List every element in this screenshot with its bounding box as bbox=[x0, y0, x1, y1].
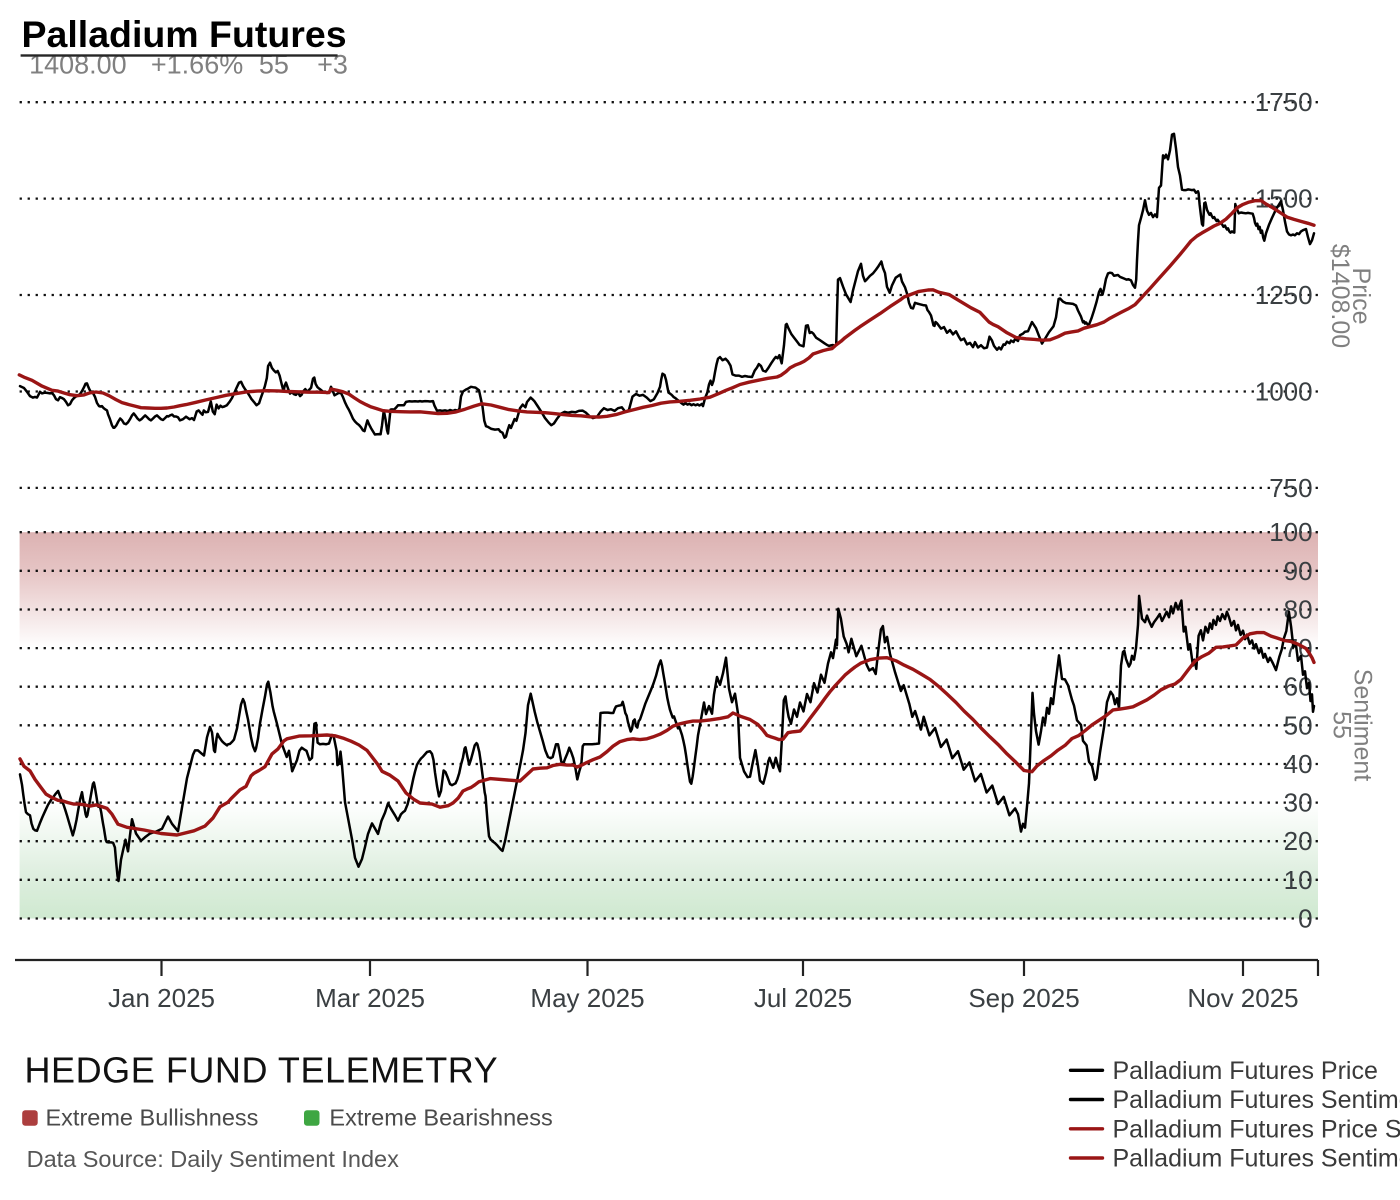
svg-text:1000: 1000 bbox=[1255, 377, 1313, 407]
svg-text:Extreme Bearishness: Extreme Bearishness bbox=[329, 1104, 552, 1130]
svg-text:Jul 2025: Jul 2025 bbox=[754, 983, 852, 1013]
svg-text:+3: +3 bbox=[317, 50, 348, 80]
svg-text:Palladium Futures: Palladium Futures bbox=[22, 13, 347, 55]
svg-text:750: 750 bbox=[1269, 473, 1312, 503]
svg-text:Mar 2025: Mar 2025 bbox=[315, 983, 425, 1013]
svg-text:+1.66%: +1.66% bbox=[151, 50, 243, 80]
svg-text:Palladium Futures Sentiment: Palladium Futures Sentiment bbox=[1113, 1086, 1400, 1114]
svg-text:HEDGE FUND TELEMETRY: HEDGE FUND TELEMETRY bbox=[25, 1050, 499, 1091]
svg-text:55: 55 bbox=[259, 50, 289, 80]
svg-text:$1408.00: $1408.00 bbox=[1326, 244, 1354, 348]
svg-text:Extreme Bullishness: Extreme Bullishness bbox=[46, 1104, 259, 1130]
svg-text:Nov 2025: Nov 2025 bbox=[1187, 983, 1298, 1013]
svg-text:50: 50 bbox=[1284, 710, 1313, 740]
svg-text:Price: Price bbox=[1347, 268, 1375, 325]
svg-text:30: 30 bbox=[1284, 788, 1313, 818]
svg-text:0: 0 bbox=[1298, 904, 1312, 934]
svg-text:Palladium Futures Price SMA 10: Palladium Futures Price SMA 10 bbox=[1113, 1115, 1400, 1143]
svg-text:1408.00: 1408.00 bbox=[29, 50, 127, 80]
svg-text:100: 100 bbox=[1269, 517, 1312, 547]
svg-text:May 2025: May 2025 bbox=[530, 983, 644, 1013]
svg-text:90: 90 bbox=[1284, 556, 1313, 586]
svg-text:20: 20 bbox=[1284, 826, 1313, 856]
svg-text:1750: 1750 bbox=[1255, 87, 1313, 117]
svg-text:Palladium Futures Price: Palladium Futures Price bbox=[1113, 1057, 1378, 1085]
svg-text:1250: 1250 bbox=[1255, 280, 1313, 310]
svg-text:55: 55 bbox=[1328, 711, 1356, 739]
svg-text:Palladium Futures Sentiment SM: Palladium Futures Sentiment SMA 10 bbox=[1113, 1145, 1400, 1173]
svg-text:10: 10 bbox=[1284, 865, 1313, 895]
svg-text:Data Source: Daily Sentiment I: Data Source: Daily Sentiment Index bbox=[27, 1146, 400, 1172]
svg-text:40: 40 bbox=[1284, 749, 1313, 779]
svg-text:Sentiment: Sentiment bbox=[1349, 669, 1377, 782]
svg-text:Jan 2025: Jan 2025 bbox=[108, 983, 215, 1013]
svg-text:Sep 2025: Sep 2025 bbox=[968, 983, 1079, 1013]
